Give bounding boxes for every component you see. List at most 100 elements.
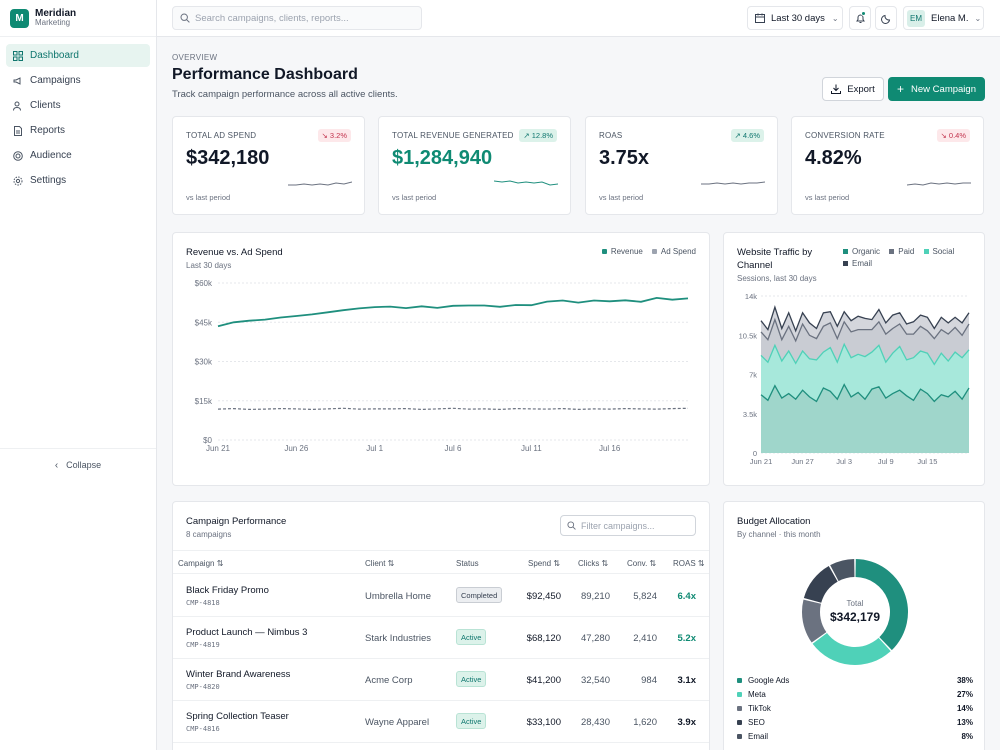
legend-item-social[interactable]: Social <box>923 247 955 256</box>
donut-center-value: $342,179 <box>830 610 880 624</box>
notifications-button[interactable] <box>849 6 871 30</box>
legend-swatch <box>843 261 848 266</box>
campaign-code: CMP-4816 <box>186 725 220 733</box>
series-line-organic <box>760 383 970 403</box>
y-tick-label: 0 <box>753 449 757 458</box>
kpi-label: CONVERSION RATE <box>805 131 885 140</box>
table-subtitle: 8 campaigns <box>186 530 232 539</box>
spend-cell: $92,450 <box>526 591 561 602</box>
legend-swatch <box>737 734 742 739</box>
legend-item-paid[interactable]: Paid <box>889 247 914 256</box>
chart-subtitle: Sessions, last 30 days <box>737 274 817 283</box>
col-roas[interactable]: ROAS ⇅ <box>673 559 705 568</box>
table-title: Campaign Performance <box>186 516 287 527</box>
trend-badge: ↘ 0.4% <box>936 129 970 142</box>
table-row[interactable]: Spring Collection Teaser CMP-4816 Wayne … <box>173 701 709 743</box>
budget-pct: 14% <box>956 704 973 713</box>
user-menu[interactable]: EM Elena M. ⌄ <box>903 6 984 30</box>
theme-toggle-button[interactable] <box>875 6 897 30</box>
table-row[interactable]: Product Launch — Nimbus 3 CMP-4819 Stark… <box>173 617 709 659</box>
x-tick-label: Jun 21 <box>750 457 773 466</box>
trend-badge: ↗ 12.8% <box>519 129 557 142</box>
clicks-cell: 28,430 <box>580 717 610 728</box>
brand[interactable]: M Meridian Marketing <box>0 0 156 37</box>
date-range-select[interactable]: Last 30 days ⌄ <box>747 6 843 30</box>
calendar-icon <box>755 13 765 23</box>
spend-cell: $33,100 <box>526 717 561 728</box>
legend-swatch <box>651 249 657 254</box>
clicks-cell: 32,540 <box>580 675 610 686</box>
y-tick-label: 14k <box>745 292 757 301</box>
kpi-card-roas: ROAS ↗ 4.6% 3.75x vs last period <box>585 116 778 215</box>
roas-cell: 5.2x <box>677 633 697 644</box>
avatar: EM <box>907 9 925 27</box>
conv-cell: 2,410 <box>633 633 657 644</box>
chevron-left-icon: ‹ <box>54 459 59 471</box>
notification-dot <box>861 11 866 16</box>
search-icon <box>180 13 190 23</box>
campaign-name: Black Friday Promo <box>186 585 269 596</box>
sidebar-item-campaigns[interactable]: Campaigns <box>6 69 150 92</box>
legend-item-email[interactable]: Email <box>843 259 973 268</box>
new-campaign-button[interactable]: + New Campaign <box>888 77 985 101</box>
x-tick-label: Jul 1 <box>366 444 383 453</box>
spend-cell: $41,200 <box>526 675 561 686</box>
filter-campaigns-input[interactable]: Filter campaigns... <box>560 515 696 536</box>
y-tick-label: $15k <box>195 397 213 406</box>
new-campaign-label: New Campaign <box>911 83 976 95</box>
legend-swatch <box>737 692 742 697</box>
trend-badge: ↗ 4.6% <box>730 129 764 142</box>
sparkline <box>494 180 558 186</box>
table-row[interactable]: Black Friday Promo CMP-4818 Umbrella Hom… <box>173 575 709 617</box>
brand-sub: Marketing <box>35 18 71 28</box>
client-cell: Wayne Apparel <box>365 717 430 728</box>
col-spend[interactable]: Spend ⇅ <box>528 559 561 568</box>
legend-item-ad-spend[interactable]: Ad Spend <box>651 247 696 256</box>
roas-cell: 3.1x <box>677 675 697 686</box>
megaphone-icon <box>13 76 23 86</box>
status-badge: Completed <box>456 587 503 603</box>
conv-cell: 1,620 <box>633 717 657 728</box>
table-row[interactable]: Winter Brand Awareness CMP-4820 Acme Cor… <box>173 659 709 701</box>
budget-legend-row: TikTok 14% <box>737 702 973 715</box>
y-tick-label: $60k <box>195 279 213 288</box>
legend-swatch <box>923 249 929 254</box>
sidebar: M Meridian Marketing Dashboard Campaigns… <box>0 0 157 750</box>
y-tick-label: 3.5k <box>743 410 757 419</box>
legend-item-revenue[interactable]: Revenue <box>601 247 643 256</box>
budget-legend-row: SEO 13% <box>737 716 973 729</box>
sidebar-item-clients[interactable]: Clients <box>6 94 150 117</box>
gear-icon <box>13 176 23 186</box>
donut-slice-meta <box>812 632 891 666</box>
collapse-button[interactable]: ‹ Collapse <box>0 448 156 481</box>
brand-name: Meridian <box>35 8 77 20</box>
export-button[interactable]: Export <box>822 77 884 101</box>
legend-item-organic[interactable]: Organic <box>843 247 880 256</box>
sparkline <box>907 182 971 186</box>
col-conv[interactable]: Conv. ⇅ <box>627 559 657 568</box>
y-tick-label: 10.5k <box>739 331 758 340</box>
budget-subtitle: By channel · this month <box>737 530 821 539</box>
kpi-value: 3.75x <box>599 147 650 169</box>
x-tick-label: Jun 21 <box>206 444 231 453</box>
budget-legend-row: Google Ads 38% <box>737 674 973 687</box>
col-clicks[interactable]: Clicks ⇅ <box>578 559 609 568</box>
search-icon <box>567 521 576 530</box>
chevron-down-icon: ⌄ <box>974 13 982 23</box>
search-input[interactable]: Search campaigns, clients, reports... <box>172 6 422 30</box>
spend-cell: $68,120 <box>526 633 561 644</box>
sidebar-item-settings[interactable]: Settings <box>6 169 150 192</box>
sidebar-item-audience[interactable]: Audience <box>6 144 150 167</box>
budget-card: Budget Allocation By channel · this mont… <box>723 501 985 750</box>
legend-label: Social <box>932 247 955 256</box>
status-badge: Active <box>456 629 487 645</box>
col-client[interactable]: Client ⇅ <box>365 559 395 568</box>
sidebar-item-dashboard[interactable]: Dashboard <box>6 44 150 67</box>
budget-pct: 38% <box>956 676 973 685</box>
y-tick-label: $45k <box>195 318 213 327</box>
col-campaign[interactable]: Campaign ⇅ <box>178 559 224 568</box>
sidebar-item-reports[interactable]: Reports <box>6 119 150 142</box>
status-badge: Active <box>456 671 487 687</box>
x-tick-label: Jul 15 <box>917 457 937 466</box>
x-tick-label: Jun 27 <box>791 457 814 466</box>
